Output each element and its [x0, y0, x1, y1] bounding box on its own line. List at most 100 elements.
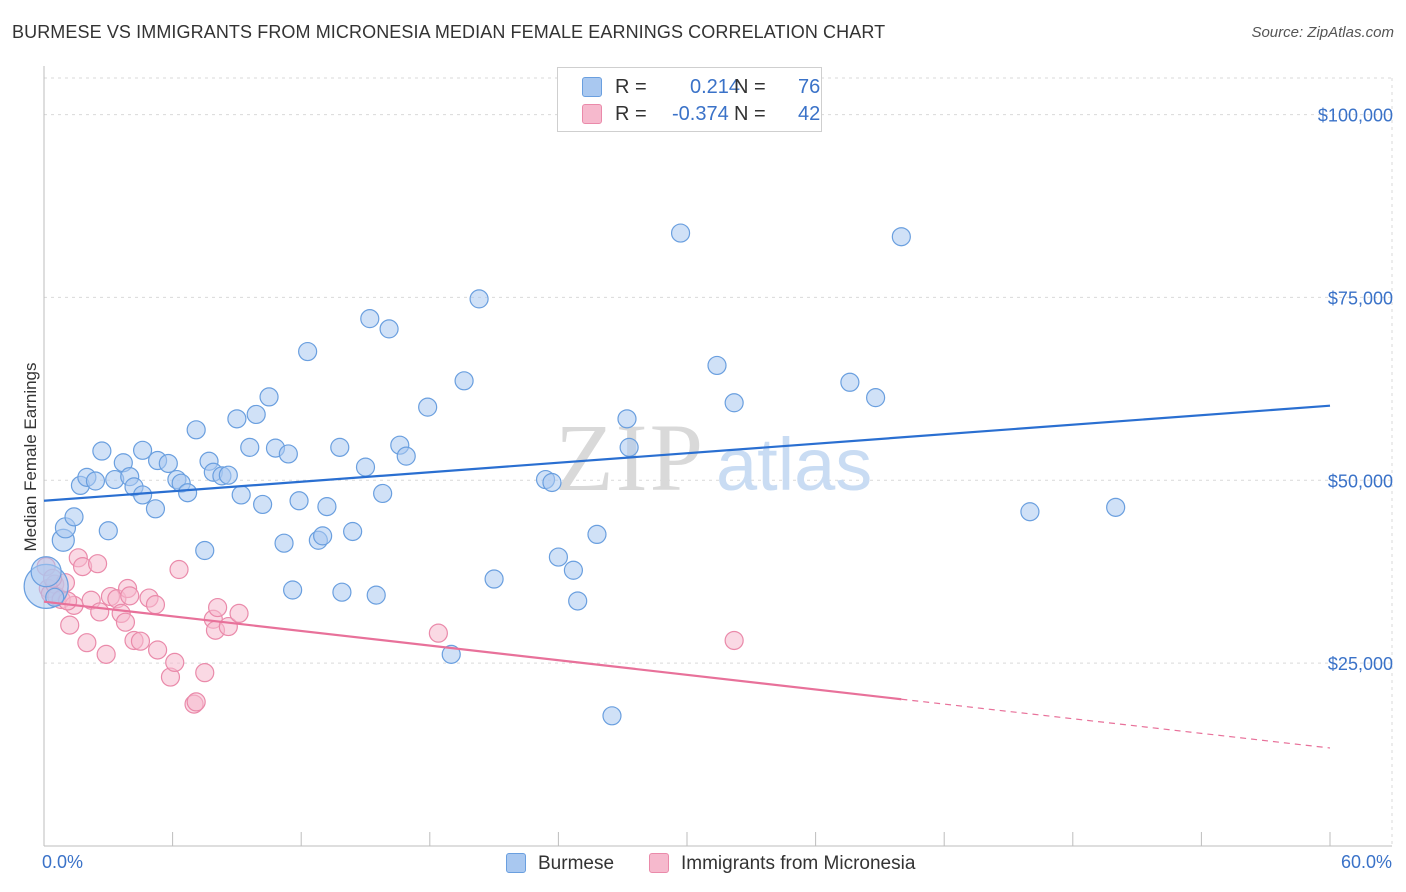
burmese-point: [227, 409, 247, 429]
burmese-point: [587, 524, 607, 545]
burmese-point: [840, 372, 860, 392]
micronesia-point: [724, 630, 744, 651]
burmese-point: [343, 521, 363, 542]
burmese-point: [158, 453, 178, 474]
bottom-legend-swatch-micronesia: [649, 853, 669, 873]
burmese-point: [866, 388, 886, 408]
burmese-point: [317, 497, 337, 517]
x-tick-right: 60.0%: [1340, 852, 1392, 872]
legend-r-value: 0.214: [690, 76, 741, 98]
burmese-point: [178, 483, 198, 503]
burmese-point: [891, 227, 911, 247]
burmese-point: [707, 355, 727, 376]
burmese-point: [1106, 497, 1126, 517]
burmese-point: [145, 499, 166, 519]
legend-n-label: N =: [734, 76, 766, 98]
bottom-legend-swatch-burmese: [506, 853, 526, 873]
burmese-point: [132, 440, 153, 460]
burmese-point: [186, 420, 206, 440]
burmese-point: [259, 387, 279, 407]
burmese-point: [289, 491, 309, 511]
micronesia-point: [90, 602, 110, 622]
burmese-point: [85, 471, 106, 491]
legend-swatch-burmese: [582, 77, 602, 97]
watermark: ZIP atlas: [555, 404, 872, 511]
x-tick-left: 0.0%: [42, 852, 84, 872]
legend-n-value: 76: [798, 76, 821, 98]
burmese-point: [548, 547, 569, 567]
burmese-point: [332, 582, 352, 602]
micronesia-point: [145, 595, 166, 615]
burmese-point: [218, 465, 238, 485]
micronesia-point: [165, 652, 185, 673]
micronesia-point: [428, 623, 448, 643]
chart-title: BURMESE VS IMMIGRANTS FROM MICRONESIA ME…: [12, 22, 886, 42]
trend-lines: [43, 404, 1331, 749]
burmese-trend-line: [43, 404, 1331, 502]
burmese-point: [98, 521, 118, 541]
y-tick-label: $75,000: [1328, 288, 1393, 308]
burmese-point: [283, 580, 303, 600]
burmese-point: [231, 485, 251, 505]
burmese-point: [396, 446, 416, 466]
micronesia-points: [36, 548, 744, 714]
burmese-point: [366, 585, 386, 605]
micronesia-point: [147, 640, 168, 660]
legend-n-value: 42: [798, 103, 821, 125]
burmese-point: [670, 223, 691, 243]
burmese-point: [1020, 502, 1040, 522]
burmese-point: [724, 393, 744, 413]
micronesia-point: [120, 586, 140, 606]
burmese-point: [619, 437, 639, 457]
burmese-point: [30, 556, 62, 588]
burmese-point: [246, 404, 266, 425]
burmese-point: [469, 289, 489, 309]
legend-r-value: -0.374: [672, 103, 729, 125]
micronesia-point: [96, 644, 116, 664]
burmese-point: [355, 457, 376, 477]
micronesia-point: [195, 663, 215, 683]
correlation-legend: R = 0.214 N = 76 R = -0.374 N = 42: [557, 67, 822, 132]
y-tick-label: $50,000: [1328, 471, 1393, 491]
burmese-point: [379, 319, 399, 339]
legend-r-label: R =: [615, 76, 647, 98]
burmese-point: [568, 591, 588, 611]
y-tick-labels: $25,000 $50,000 $75,000 $100,000: [1318, 106, 1393, 675]
y-axis-label: Median Female Earnings: [21, 363, 40, 552]
micronesia-trend-extension: [901, 698, 1331, 749]
burmese-point: [64, 507, 84, 527]
burmese-point: [274, 533, 294, 553]
burmese-point: [240, 437, 260, 457]
micronesia-point: [115, 612, 136, 632]
burmese-point: [253, 494, 273, 515]
bottom-legend-label-micronesia: Immigrants from Micronesia: [681, 853, 916, 874]
legend-swatch-micronesia: [582, 104, 602, 124]
legend-r-label: R =: [615, 103, 647, 125]
y-tick-label: $100,000: [1318, 106, 1393, 126]
watermark-atlas: atlas: [716, 423, 872, 506]
burmese-point: [454, 371, 474, 391]
micronesia-point: [186, 692, 206, 712]
burmese-point: [617, 409, 637, 429]
micronesia-point: [208, 597, 228, 618]
burmese-point: [373, 483, 393, 504]
micronesia-point: [77, 633, 97, 653]
bottom-legend-label-burmese: Burmese: [538, 853, 615, 874]
micronesia-point: [229, 603, 249, 624]
micronesia-point: [169, 559, 189, 580]
burmese-point: [563, 560, 584, 580]
micronesia-point: [60, 615, 80, 635]
micronesia-trend-line: [43, 600, 902, 701]
burmese-point: [602, 706, 622, 726]
burmese-point: [298, 341, 318, 362]
axes: [43, 66, 1392, 847]
burmese-point: [330, 437, 350, 457]
burmese-point: [313, 526, 333, 546]
burmese-point: [360, 309, 380, 329]
burmese-point: [484, 569, 504, 589]
burmese-point: [418, 397, 438, 417]
micronesia-point: [130, 631, 151, 651]
burmese-point: [195, 540, 215, 561]
burmese-point: [92, 441, 112, 461]
